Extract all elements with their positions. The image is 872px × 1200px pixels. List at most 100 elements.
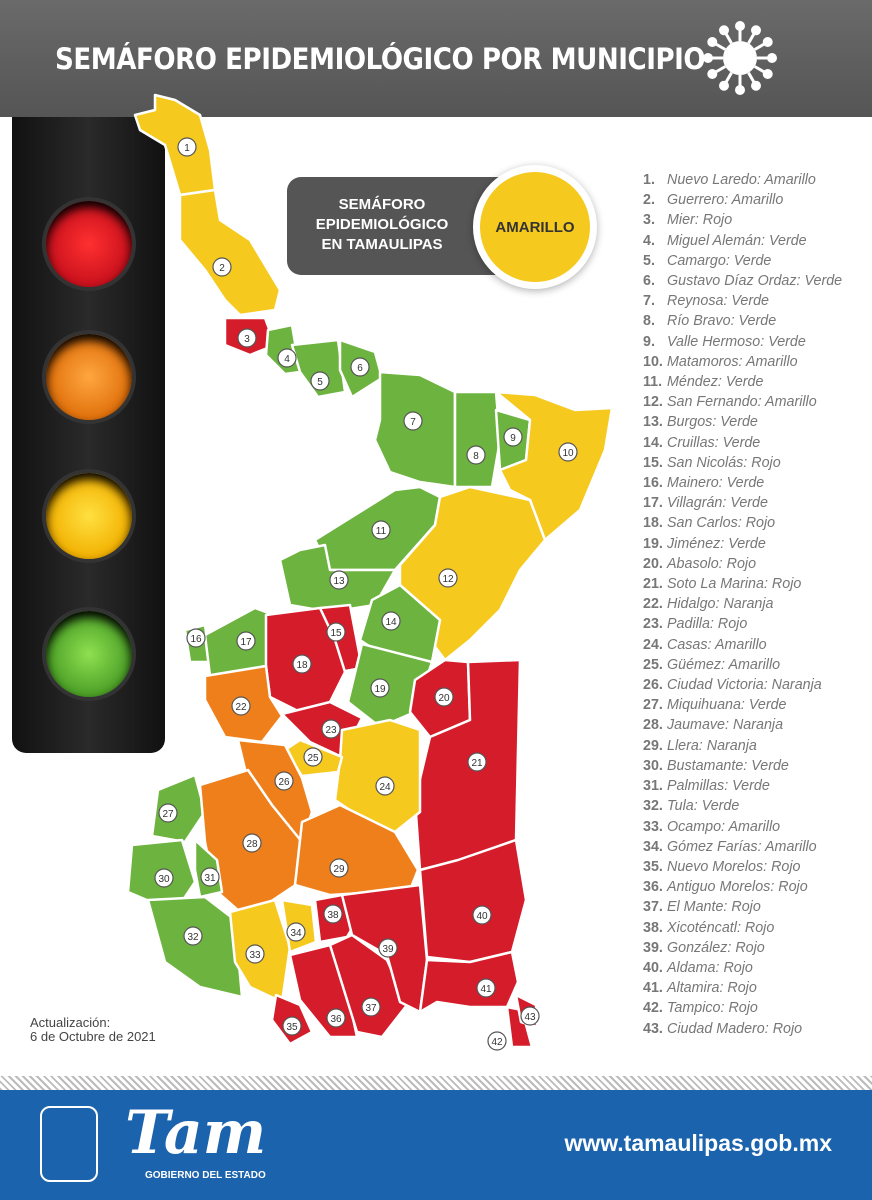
marker-circle bbox=[310, 371, 330, 391]
legend-status: Verde bbox=[722, 434, 761, 451]
legend-status: Amarillo bbox=[765, 838, 817, 855]
marker-circle bbox=[303, 747, 323, 767]
legend-number: 23. bbox=[643, 616, 663, 633]
legend-name: El Mante bbox=[667, 899, 724, 916]
municipality-tampico bbox=[505, 1005, 534, 1049]
legend-item: 5. Camargo: Verde bbox=[643, 251, 842, 271]
legend-item: 34. Gómez Farías: Amarillo bbox=[643, 837, 842, 857]
legend-status: Rojo bbox=[772, 1020, 803, 1037]
legend-item: 42. Tampico: Rojo bbox=[643, 998, 842, 1018]
legend-number: 12. bbox=[643, 394, 663, 411]
marker-number: 26 bbox=[278, 777, 290, 788]
marker-circle bbox=[466, 445, 486, 465]
municipality-number-marker: 20 bbox=[434, 687, 454, 707]
legend-number: 15. bbox=[643, 454, 663, 471]
footer-stripes bbox=[0, 1076, 872, 1090]
legend-number: 24. bbox=[643, 636, 663, 653]
marker-circle bbox=[321, 719, 341, 739]
legend-status: Amarillo bbox=[728, 656, 781, 673]
legend-item: 39. González: Rojo bbox=[643, 938, 842, 958]
legend-item: 18. San Carlos: Rojo bbox=[643, 513, 842, 533]
legend-item: 36. Antiguo Morelos: Rojo bbox=[643, 877, 842, 897]
legend-status: Rojo bbox=[727, 980, 757, 997]
marker-circle bbox=[558, 442, 578, 462]
marker-number: 30 bbox=[158, 874, 170, 885]
legend-status: Rojo bbox=[745, 515, 776, 532]
legend-number: 25. bbox=[643, 656, 663, 673]
marker-number: 29 bbox=[333, 864, 345, 875]
municipality-nuevo-laredo bbox=[133, 93, 217, 197]
legend-number: 5. bbox=[643, 252, 655, 269]
traffic-light bbox=[12, 117, 165, 753]
legend-number: 35. bbox=[643, 858, 663, 875]
marker-circle bbox=[381, 611, 401, 631]
municipality-number-marker: 28 bbox=[242, 833, 262, 853]
legend-number: 11. bbox=[643, 374, 663, 391]
legend-name: Ciudad Victoria bbox=[667, 677, 764, 694]
marker-number: 24 bbox=[379, 782, 391, 793]
marker-circle bbox=[245, 944, 265, 964]
legend-name: Valle Hermoso bbox=[667, 333, 761, 350]
website-link[interactable]: www.tamaulipas.gob.mx bbox=[564, 1130, 832, 1156]
municipality-number-marker: 2 bbox=[212, 257, 232, 277]
legend-number: 34. bbox=[643, 838, 663, 855]
municipality-legend: 1. Nuevo Laredo: Amarillo 2. Guerrero: Amar… bbox=[643, 170, 842, 1039]
legend-number: 2. bbox=[643, 192, 655, 209]
marker-number: 12 bbox=[442, 574, 454, 585]
legend-status: Amarillo bbox=[764, 172, 816, 188]
municipality-guerrero bbox=[178, 188, 282, 317]
legend-name: Gustavo Díaz Ordaz bbox=[667, 273, 797, 290]
marker-number: 15 bbox=[330, 628, 342, 639]
legend-item: 20. Abasolo: Rojo bbox=[643, 554, 842, 574]
legend-name: Ciudad Madero bbox=[667, 1020, 765, 1037]
legend-number: 8. bbox=[643, 313, 655, 330]
marker-circle bbox=[186, 628, 206, 648]
legend-status: Verde bbox=[731, 293, 770, 310]
legend-item: 12. San Fernando: Amarillo bbox=[643, 392, 842, 412]
legend-item: 8. Río Bravo: Verde bbox=[643, 311, 842, 331]
legend-status: Amarillo bbox=[728, 818, 781, 835]
legend-number: 17. bbox=[643, 495, 663, 512]
legend-name: Güémez bbox=[667, 656, 722, 673]
legend-status: Rojo bbox=[778, 879, 808, 896]
legend-number: 22. bbox=[643, 596, 663, 613]
legend-status: Verde bbox=[733, 252, 772, 269]
legend-name: Camargo bbox=[667, 252, 726, 269]
tam-logo: Tam bbox=[125, 1098, 267, 1168]
marker-number: 39 bbox=[382, 944, 394, 955]
marker-circle bbox=[286, 922, 306, 942]
legend-item: 25. Güémez: Amarillo bbox=[643, 655, 842, 675]
legend-name: Abasolo bbox=[667, 555, 719, 572]
legend-status: Verde bbox=[726, 475, 765, 492]
marker-number: 16 bbox=[190, 634, 202, 645]
legend-status: Naranja bbox=[771, 677, 822, 694]
marker-circle bbox=[237, 328, 257, 348]
legend-item: 16. Mainero: Verde bbox=[643, 473, 842, 493]
municipality-number-marker: 16 bbox=[186, 628, 206, 648]
municipality-number-marker: 3 bbox=[237, 328, 257, 348]
legend-number: 1. bbox=[643, 172, 655, 188]
marker-circle bbox=[212, 257, 232, 277]
legend-status: Rojo bbox=[726, 555, 757, 572]
marker-number: 18 bbox=[296, 660, 308, 671]
legend-number: 29. bbox=[643, 737, 663, 754]
legend-number: 43. bbox=[643, 1020, 663, 1037]
municipality-tula bbox=[146, 895, 244, 999]
legend-number: 28. bbox=[643, 717, 663, 734]
legend-item: 19. Jiménez: Verde bbox=[643, 534, 842, 554]
legend-number: 13. bbox=[643, 414, 663, 431]
legend-name: Palmillas bbox=[667, 778, 725, 795]
legend-name: Méndez bbox=[667, 374, 718, 391]
marker-circle bbox=[274, 771, 294, 791]
marker-number: 32 bbox=[187, 932, 199, 943]
legend-item: 17. Villagrán: Verde bbox=[643, 493, 842, 513]
legend-status: Naranja bbox=[706, 737, 757, 754]
legend-name: Nuevo Laredo bbox=[667, 172, 757, 188]
legend-status: Verde bbox=[804, 273, 843, 290]
legend-name: Bustamante bbox=[667, 757, 744, 774]
legend-number: 39. bbox=[643, 939, 663, 956]
marker-number: 11 bbox=[376, 526, 387, 537]
legend-name: Soto La Marina bbox=[667, 576, 764, 593]
legend-status: Verde bbox=[732, 778, 770, 795]
update-label: Actualización: bbox=[30, 1015, 111, 1030]
